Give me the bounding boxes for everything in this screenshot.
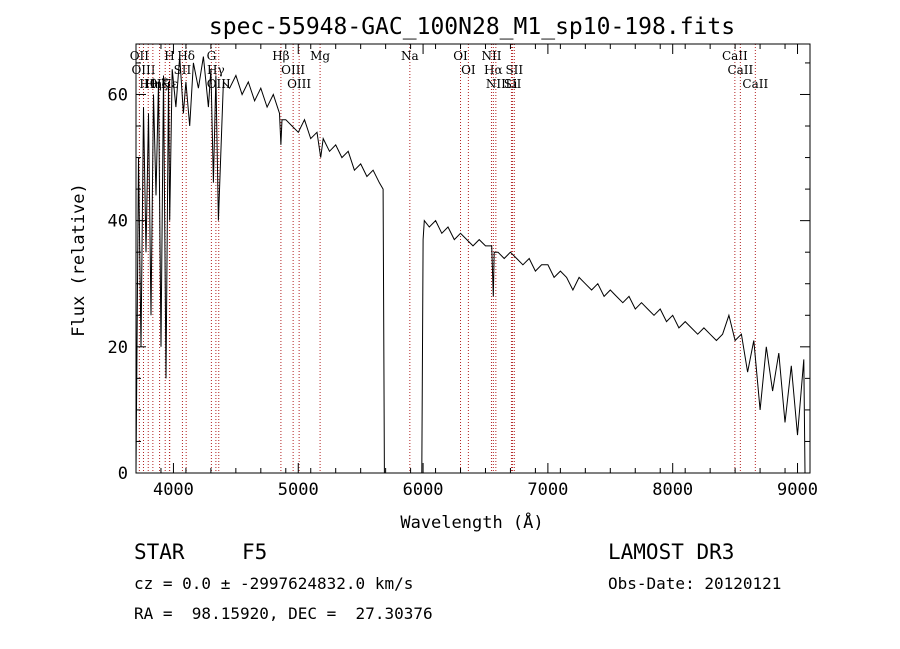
marker-label: K	[161, 77, 171, 91]
x-tick-label: 9000	[777, 480, 818, 500]
x-tick-label: 7000	[527, 480, 568, 500]
x-axis-label: Wavelength (Å)	[400, 511, 543, 533]
object-class: STAR	[134, 540, 185, 564]
marker-label: NII	[481, 49, 501, 63]
marker-label: CaII	[727, 63, 753, 77]
marker-label: Hβ	[272, 49, 289, 63]
obs-date: Obs-Date: 20120121	[608, 574, 782, 593]
marker-label: SII	[504, 77, 522, 91]
redshift-line: cz = 0.0 ± -2997624832.0 km/s	[134, 574, 414, 593]
marker-label: OIII	[131, 63, 155, 77]
marker-label: OII	[130, 49, 150, 63]
marker-label: CaII	[742, 77, 768, 91]
y-tick-label: 60	[108, 85, 128, 105]
plot-frame	[135, 43, 811, 474]
marker-label: Hζ	[151, 77, 168, 91]
marker-label: OIII	[281, 63, 305, 77]
x-tick-label: 5000	[278, 480, 319, 500]
marker-label: OI	[461, 63, 476, 77]
y-tick-label: 20	[108, 338, 128, 358]
y-axis-label: Flux (relative)	[69, 183, 89, 337]
marker-label: SII	[505, 63, 523, 77]
x-tick-label: 8000	[652, 480, 693, 500]
marker-label: Hγ	[207, 63, 225, 77]
marker-label: CaII	[722, 49, 748, 63]
y-tick-label: 0	[118, 464, 128, 484]
axis-ticks: 4000 5000 6000 7000 8000 9000 0 20 40 60	[108, 44, 818, 500]
marker-label: G	[207, 49, 217, 63]
chart-title: spec-55948-GAC_100N28_M1_sp10-198.fits	[209, 14, 735, 40]
marker-label: H	[164, 49, 174, 63]
marker-label: Hη	[144, 77, 162, 91]
marker-label: Mg	[310, 49, 330, 63]
marker-label: Hδ	[177, 49, 195, 63]
x-tick-label: 4000	[153, 480, 194, 500]
marker-label: OI	[453, 49, 468, 63]
marker-label: SII	[174, 63, 192, 77]
marker-label: OIII	[287, 77, 311, 91]
y-tick-label: 40	[108, 212, 128, 232]
survey-name: LAMOST DR3	[608, 540, 735, 564]
marker-label: Hα	[484, 63, 503, 77]
x-tick-label: 6000	[403, 480, 444, 500]
marker-label: OIII	[207, 77, 231, 91]
marker-label: Li	[506, 77, 518, 91]
object-subclass: F5	[242, 540, 268, 564]
spectrum-line	[135, 56, 806, 474]
coordinates: RA = 98.15920, DEC = 27.30376	[134, 604, 433, 623]
marker-label: Na	[401, 49, 419, 63]
marker-label: NII	[486, 77, 506, 91]
